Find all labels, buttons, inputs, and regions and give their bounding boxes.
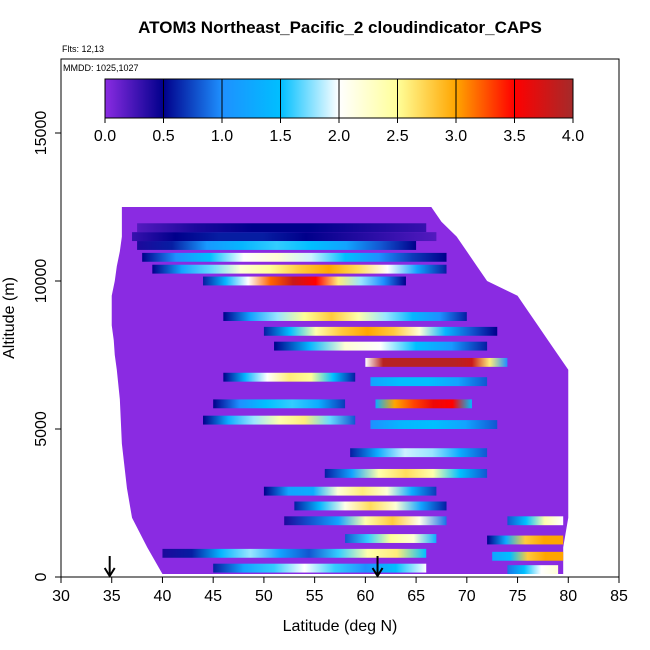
cloud-band <box>152 264 447 274</box>
x-tick-label: 65 <box>407 588 425 605</box>
cloud-band <box>507 516 564 526</box>
cloud-band <box>137 241 417 250</box>
cloud-band <box>284 516 447 526</box>
x-tick-label: 60 <box>356 588 374 605</box>
colorbar-tick-label: 2.0 <box>328 128 350 145</box>
plot-frame <box>60 58 620 578</box>
x-tick-label: 40 <box>154 588 172 605</box>
x-tick-label: 70 <box>458 588 476 605</box>
colorbar-tick-label: 3.5 <box>503 128 525 145</box>
cloud-band <box>203 276 406 286</box>
x-axis-label: Latitude (deg N) <box>283 618 398 635</box>
x-tick-label: 50 <box>255 588 273 605</box>
flights-annotation: Flts: 12,13 <box>62 44 104 54</box>
colorbar-tick-label: 2.5 <box>386 128 408 145</box>
x-tick-label: 30 <box>52 588 70 605</box>
cloud-band <box>350 448 488 458</box>
cloud-band <box>213 563 427 573</box>
colorbar-tick-label: 1.5 <box>269 128 291 145</box>
cloud-band <box>132 232 437 242</box>
x-tick-label: 35 <box>103 588 121 605</box>
colorbar: 0.0 0.5 1.0 1.5 2.0 2.5 3.0 3.5 4.0 <box>94 78 584 145</box>
cloud-band <box>370 420 498 429</box>
cloud-band <box>142 252 447 262</box>
y-axis-label: Altitude (m) <box>1 277 18 359</box>
x-tick-label: 45 <box>204 588 222 605</box>
cloud-envelope-area <box>111 207 569 575</box>
x-tick-label: 55 <box>306 588 324 605</box>
cloud-band <box>223 312 467 321</box>
colorbar-tick-label: 3.0 <box>445 128 467 145</box>
flight-arrow-head <box>371 567 384 578</box>
cloud-envelope <box>111 207 569 575</box>
y-tick-label: 10000 <box>33 259 50 304</box>
y-tick-label: 15000 <box>33 111 50 156</box>
cloud-band <box>137 223 427 233</box>
cloud-band <box>263 486 437 496</box>
cloud-band <box>375 399 472 409</box>
cloud-band <box>370 377 488 387</box>
colorbar-tick-label: 1.0 <box>211 128 233 145</box>
cloud-band <box>223 372 356 382</box>
y-tick-label: 0 <box>33 572 50 581</box>
cloud-bands <box>132 223 564 575</box>
cloud-band <box>274 341 488 351</box>
colorbar-tick-label: 0.0 <box>94 128 116 145</box>
cloud-band <box>263 326 498 336</box>
cloud-band <box>324 468 488 478</box>
x-tick-label: 85 <box>610 588 628 605</box>
axes: 30 35 40 45 50 55 60 65 70 75 80 85 0 5000 10000 15000 <box>33 111 628 605</box>
colorbar-tick-label: 4.0 <box>562 128 584 145</box>
cloud-band <box>213 399 346 409</box>
flight-arrows <box>103 556 384 578</box>
cloud-band <box>294 501 447 511</box>
cloud-band <box>203 415 356 425</box>
y-tick-label: 5000 <box>33 411 50 447</box>
cloud-band <box>487 535 564 545</box>
cloud-band <box>365 357 508 367</box>
cloud-band <box>162 548 427 558</box>
chart-title: ATOM3 Northeast_Pacific_2 cloudindicator… <box>138 18 542 37</box>
mmdd-annotation: MMDD: 1025,1027 <box>63 63 139 73</box>
cloud-band <box>492 551 564 561</box>
cloud-band <box>507 565 559 575</box>
flight-arrow-head <box>103 567 116 578</box>
colorbar-tick-label: 0.5 <box>152 128 174 145</box>
x-tick-label: 75 <box>509 588 527 605</box>
cloud-band <box>345 534 437 543</box>
x-tick-label: 80 <box>559 588 577 605</box>
